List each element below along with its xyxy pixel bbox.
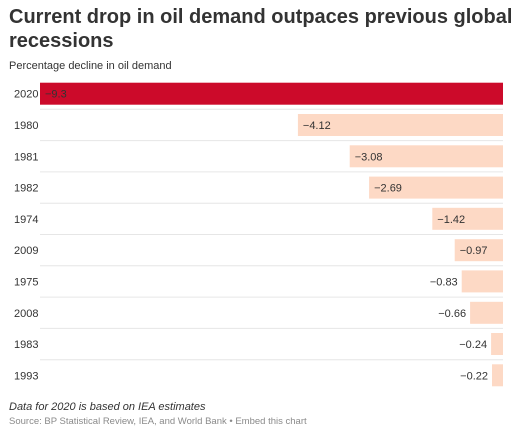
bar [470, 301, 503, 324]
category-label: 2008 [14, 308, 38, 320]
category-label: 2009 [14, 245, 38, 257]
value-label: −0.66 [438, 308, 466, 320]
value-label: −4.12 [303, 120, 331, 132]
bar [492, 364, 503, 387]
value-label: −0.97 [460, 245, 488, 257]
category-label: 1981 [14, 151, 38, 163]
source-line: Source: BP Statistical Review, IEA, and … [9, 416, 307, 428]
bar [454, 239, 503, 262]
chart-title: Current drop in oil demand outpaces prev… [9, 6, 513, 52]
embed-chart-link[interactable]: Embed this chart [235, 416, 307, 427]
source-text: Source: BP Statistical Review, IEA, and … [9, 416, 227, 427]
chart-subtitle: Percentage decline in oil demand [9, 60, 172, 72]
category-label: 1980 [14, 120, 38, 132]
category-label: 1974 [14, 214, 38, 226]
source-separator: • [226, 416, 236, 427]
bar [349, 145, 503, 168]
bar [297, 114, 503, 136]
bar [40, 82, 503, 105]
data-note: Data for 2020 is based on IEA estimates [9, 401, 206, 413]
category-label: 1983 [14, 339, 38, 351]
value-label: −9.3 [45, 89, 67, 101]
bar [461, 270, 503, 293]
category-label: 1993 [14, 370, 38, 382]
bar-chart: 2020 −9.3 1980 −4.12 1981 −3.08 1982 −2.69 1974 −… [14, 82, 503, 387]
bar [369, 176, 503, 199]
value-label: −0.22 [460, 370, 488, 382]
value-label: −0.83 [430, 276, 458, 288]
category-label: 1975 [14, 276, 38, 288]
value-label: −1.42 [437, 214, 465, 226]
value-label: −0.24 [459, 339, 487, 351]
value-label: −2.69 [374, 183, 402, 195]
bar [432, 207, 503, 230]
value-label: −3.08 [355, 151, 383, 163]
category-label: 2020 [14, 89, 38, 101]
category-label: 1982 [14, 183, 38, 195]
bar [491, 333, 503, 355]
